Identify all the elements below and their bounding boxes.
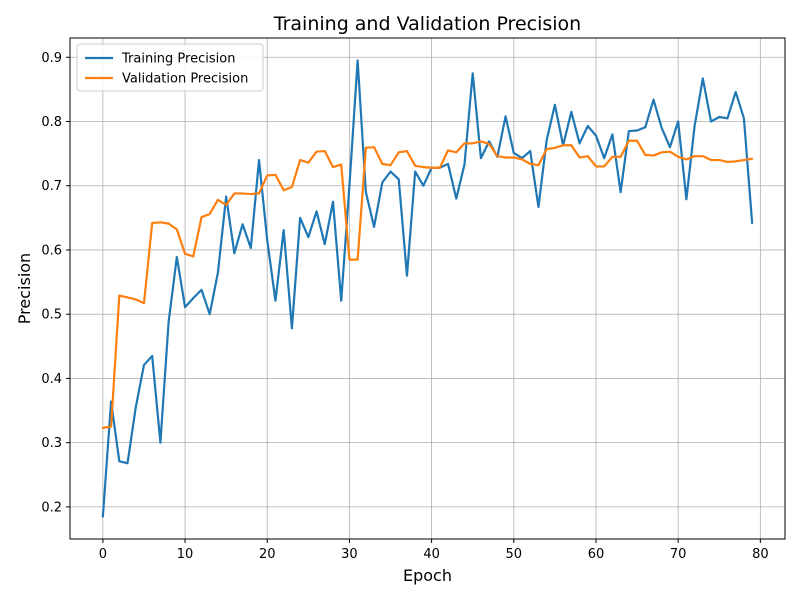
grid xyxy=(70,38,785,539)
y-tick-label: 0.9 xyxy=(41,51,62,66)
legend: Training Precision Validation Precision xyxy=(76,43,264,92)
plot-frame xyxy=(69,37,786,540)
y-tick-label: 0.3 xyxy=(41,436,62,451)
y-tick-label: 0.7 xyxy=(41,179,62,194)
x-tick-label: 40 xyxy=(423,547,440,562)
y-tick-label: 0.8 xyxy=(41,115,62,130)
x-tick-label: 80 xyxy=(752,547,769,562)
y-tick-label: 0.2 xyxy=(41,500,62,515)
y-tick-label: 0.5 xyxy=(41,308,62,323)
x-axis-ticks: 0 10 20 30 40 50 60 70 80 xyxy=(99,539,769,562)
x-tick-label: 50 xyxy=(506,547,523,562)
legend-box xyxy=(76,43,264,92)
x-tick-label: 30 xyxy=(341,547,358,562)
y-axis-title: Precision xyxy=(15,253,34,324)
x-tick-label: 60 xyxy=(588,547,605,562)
chart-title: Training and Validation Precision xyxy=(273,13,581,35)
validation-precision-line xyxy=(101,139,754,429)
y-tick-label: 0.6 xyxy=(41,243,62,258)
x-axis-title: Epoch xyxy=(403,566,452,585)
x-tick-label: 70 xyxy=(670,547,687,562)
x-tick-label: 10 xyxy=(177,547,194,562)
legend-label: Training Precision xyxy=(121,52,235,67)
y-tick-label: 0.4 xyxy=(41,372,62,387)
training-precision-line xyxy=(101,59,754,518)
y-axis-ticks: 0.2 0.3 0.4 0.5 0.6 0.7 0.8 0.9 xyxy=(41,51,70,515)
series-lines xyxy=(101,59,754,518)
legend-label: Validation Precision xyxy=(122,72,248,87)
x-tick-label: 20 xyxy=(259,547,276,562)
x-tick-label: 0 xyxy=(99,547,107,562)
